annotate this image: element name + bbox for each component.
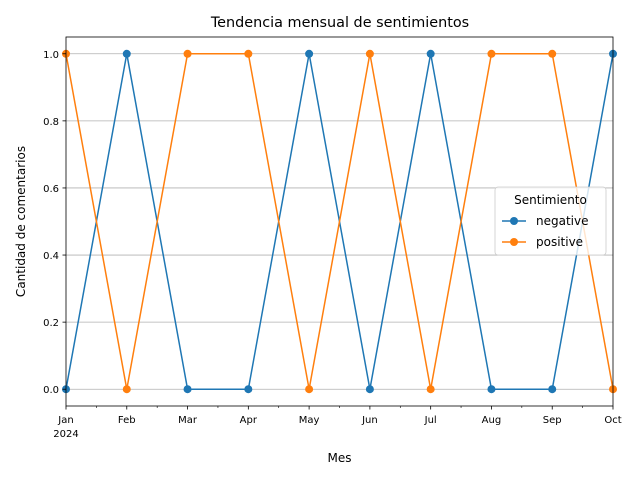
y-tick-label: 0.2: [43, 318, 59, 329]
data-point-positive: [487, 49, 496, 58]
x-tick-label: Aug: [482, 415, 502, 426]
x-tick-label: Jun: [361, 415, 378, 426]
x-axis-label: Mes: [328, 451, 352, 465]
data-point-negative: [122, 49, 131, 58]
series-line-positive: [65, 53, 614, 390]
x-tick-label: Sep: [543, 415, 562, 426]
chart-title: Tendencia mensual de sentimientos: [210, 15, 469, 31]
legend-label: positive: [536, 235, 583, 249]
x-tick-label: Apr: [240, 415, 258, 426]
x-tick-label: Oct: [604, 415, 621, 426]
legend-marker: [510, 217, 518, 225]
legend-label: negative: [536, 214, 588, 228]
data-point-positive: [305, 385, 314, 394]
x-axis: Jan Feb Mar Apr May Jun Jul Aug Sep Oct 2024: [53, 406, 622, 440]
data-point-negative: [244, 385, 253, 394]
data-point-negative: [365, 385, 374, 394]
data-point-negative: [426, 49, 435, 58]
data-point-negative: [548, 385, 557, 394]
data-point-negative: [487, 385, 496, 394]
data-point-positive: [548, 49, 557, 58]
y-tick-label: 0.6: [43, 184, 59, 195]
y-tick-label: 1.0: [43, 50, 59, 61]
legend-entry-positive: positive: [502, 235, 583, 249]
y-tick-label: 0.8: [43, 117, 59, 128]
legend: Sentimiento negative positive: [494, 186, 607, 256]
x-tick-label: May: [299, 415, 320, 426]
series-group: [62, 49, 617, 394]
data-point-negative: [305, 49, 314, 58]
data-point-positive: [122, 385, 131, 394]
x-tick-label: Feb: [118, 415, 136, 426]
legend-title: Sentimiento: [514, 193, 587, 207]
data-point-positive: [365, 49, 374, 58]
legend-entry-negative: negative: [502, 214, 588, 228]
x-year-label: 2024: [53, 429, 78, 440]
x-tick-label: Jul: [424, 415, 437, 426]
y-axis: 0.0 0.2 0.4 0.6 0.8 1.0: [43, 50, 66, 396]
y-axis-label: Cantidad de comentarios: [14, 146, 28, 297]
data-point-positive: [426, 385, 435, 394]
legend-box: [494, 186, 607, 256]
legend-entries: negative positive: [502, 214, 588, 249]
series-positive: [62, 49, 617, 394]
y-tick-label: 0.4: [43, 251, 59, 262]
data-point-negative: [183, 385, 192, 394]
y-tick-label: 0.0: [43, 385, 59, 396]
legend-marker: [510, 238, 518, 246]
data-point-positive: [183, 49, 192, 58]
x-tick-label: Mar: [178, 415, 198, 426]
x-tick-label: Jan: [57, 415, 73, 426]
data-point-positive: [244, 49, 253, 58]
